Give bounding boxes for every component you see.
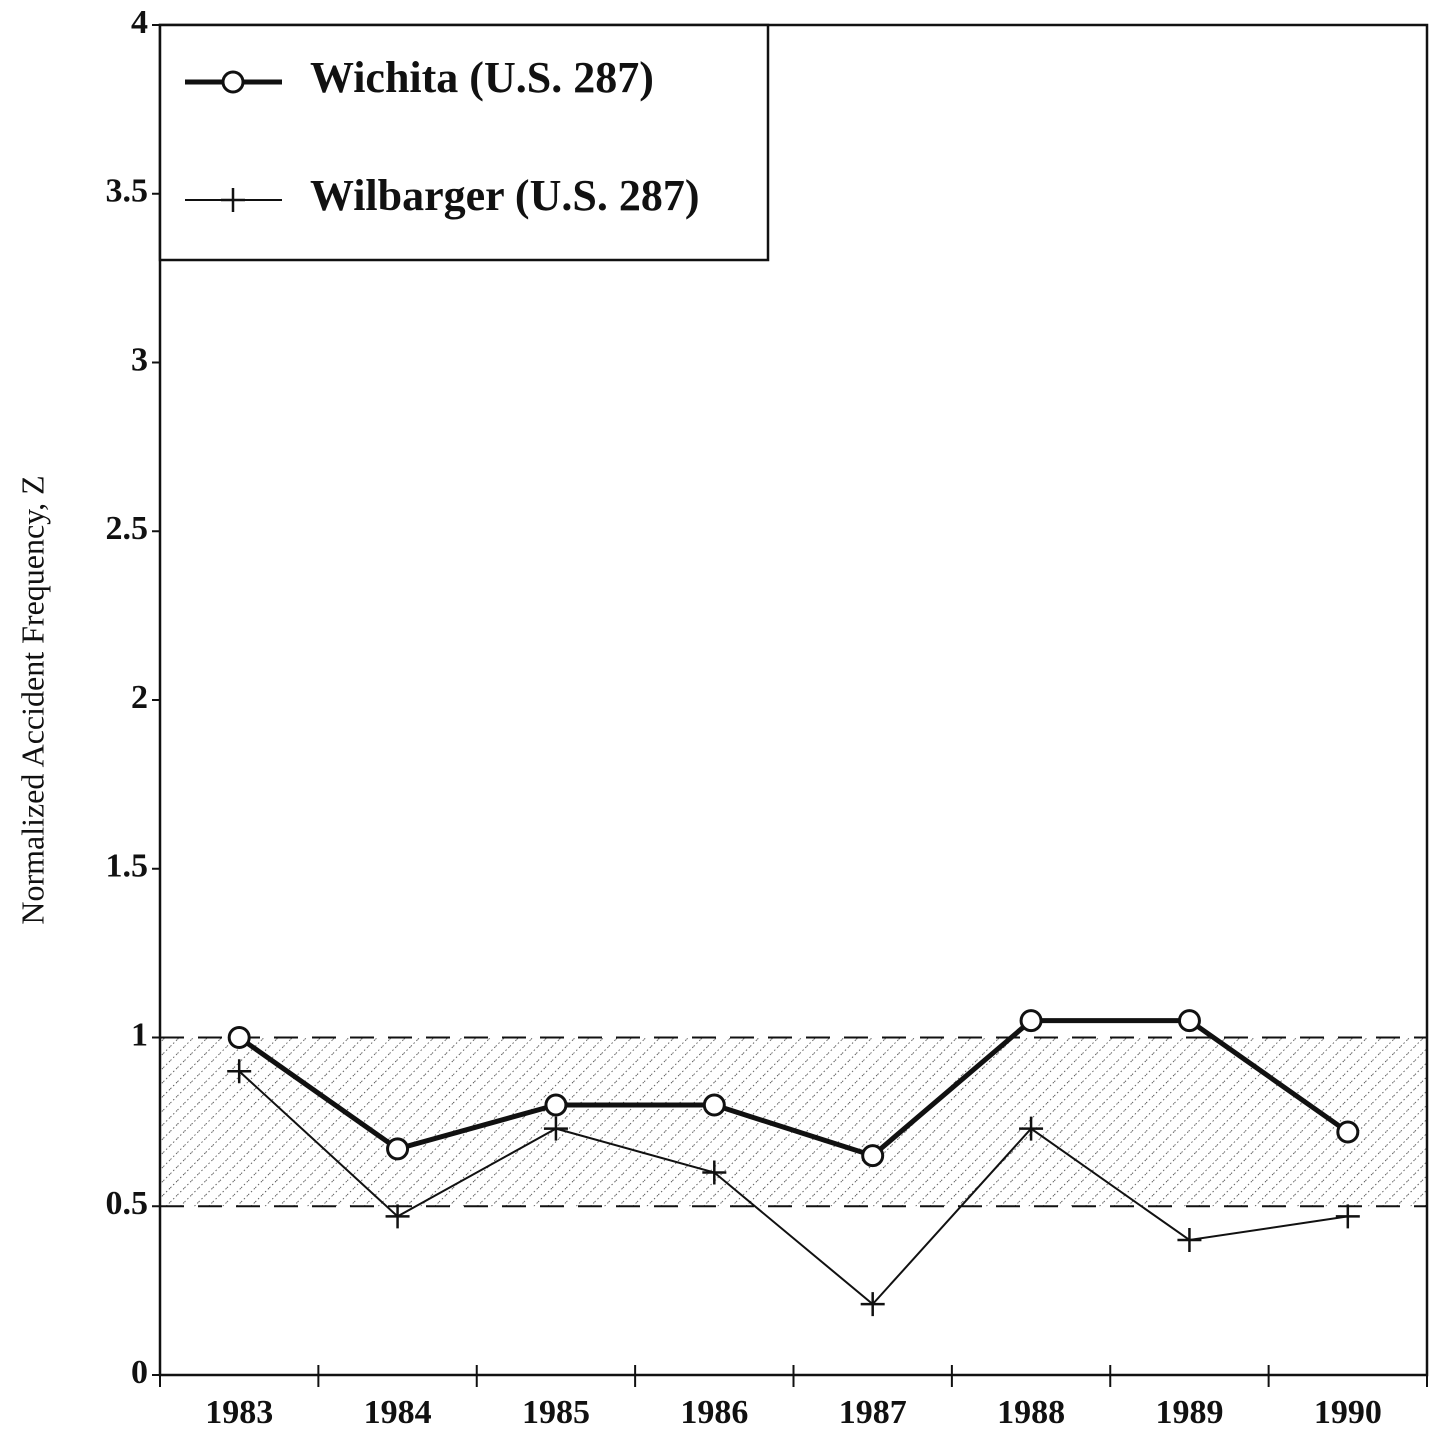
x-tick-label: 1984: [364, 1394, 432, 1431]
point: [702, 1093, 726, 1117]
legend-marker: [221, 188, 245, 212]
legend-label: Wilbarger (U.S. 287): [310, 171, 699, 220]
y-tick-label: 3: [131, 341, 148, 378]
x-tick-label: 1988: [997, 1394, 1065, 1431]
legend-marker: [221, 70, 245, 94]
x-tick-label: 1985: [522, 1394, 590, 1431]
x-tick-label: 1989: [1155, 1394, 1223, 1431]
legend-box: [158, 23, 770, 262]
y-tick-label: 3.5: [106, 173, 149, 210]
x-tick-label: 1986: [680, 1394, 748, 1431]
point: [1336, 1120, 1360, 1144]
point: [1177, 1228, 1202, 1252]
y-tick-label: 0.5: [106, 1185, 149, 1222]
y-tick-label: 1.5: [106, 848, 149, 885]
point: [386, 1137, 410, 1161]
point: [702, 1160, 727, 1185]
point: [1019, 1116, 1044, 1141]
x-tick-label: 1987: [839, 1394, 907, 1431]
point: [385, 1204, 410, 1229]
y-axis-label: Normalized Accident Frequency, Z: [14, 475, 50, 924]
point: [543, 1116, 568, 1141]
legend-label: Wichita (U.S. 287): [310, 53, 654, 102]
point: [544, 1093, 568, 1117]
y-tick-label: 0: [131, 1354, 148, 1391]
series-line: [237, 1018, 1350, 1159]
point: [227, 1026, 251, 1049]
point: [1019, 1009, 1043, 1033]
reference-band: [160, 1037, 1427, 1207]
x-tick-label: 1990: [1314, 1394, 1382, 1431]
point: [1177, 1009, 1201, 1033]
point: [227, 1059, 252, 1084]
x-tick-label: 1983: [205, 1394, 273, 1431]
series-line: [238, 1070, 1348, 1306]
y-tick-label: 1: [131, 1016, 148, 1053]
y-tick-label: 2.5: [106, 510, 149, 547]
point: [1335, 1204, 1360, 1229]
point: [860, 1292, 885, 1317]
point: [861, 1144, 885, 1168]
y-tick-label: 2: [131, 679, 148, 716]
y-tick-label: 4: [131, 4, 148, 41]
